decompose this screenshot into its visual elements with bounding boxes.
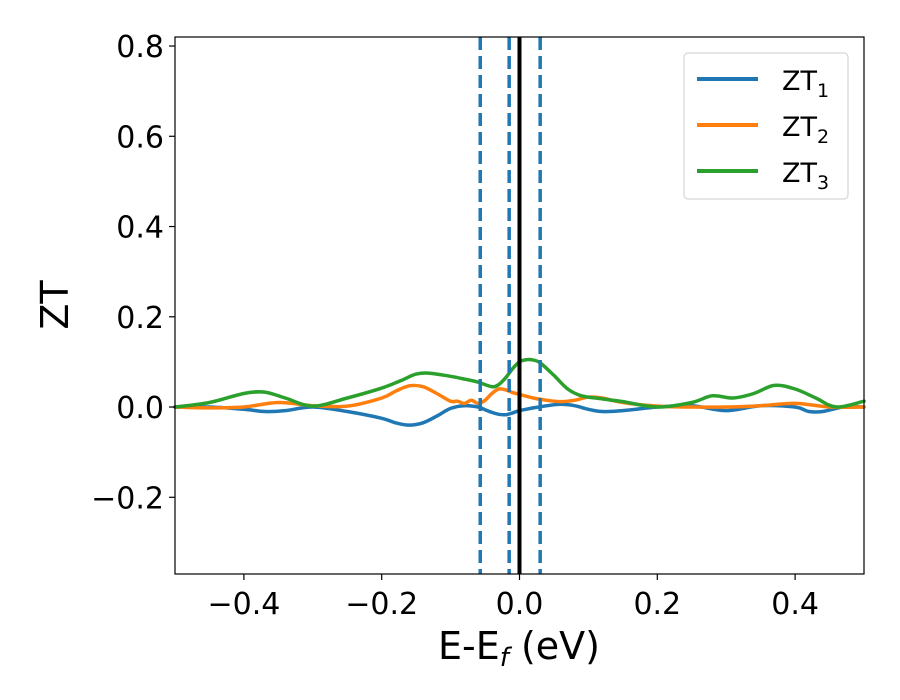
- x-axis-ticks: −0.4 −0.2 0.0 0.2 0.4: [207, 574, 819, 622]
- x-axis-title-unit: (eV): [509, 624, 600, 668]
- legend-label-zt1-main: ZT: [782, 66, 817, 97]
- y-axis-ticks: −0.2 0.0 0.2 0.4 0.6 0.8: [91, 30, 175, 516]
- legend-label-zt1: ZT1: [782, 66, 829, 102]
- series-line-zt1: [173, 402, 866, 427]
- legend-label-zt2-main: ZT: [782, 112, 817, 143]
- legend-box: [683, 52, 849, 200]
- x-tick-label: 0.2: [633, 587, 681, 622]
- x-axis-title-main: E-E: [438, 624, 500, 668]
- y-axis-title: ZT: [33, 280, 77, 330]
- legend-label-zt3: ZT3: [782, 158, 829, 194]
- y-tick-label: 0.8: [116, 30, 164, 65]
- legend-label-zt3-main: ZT: [782, 158, 817, 189]
- legend-label-zt1-sub: 1: [817, 80, 829, 102]
- y-tick-label: 0.0: [116, 391, 164, 426]
- legend-label-zt2-sub: 2: [817, 126, 829, 148]
- legend: ZT1 ZT2 ZT3: [683, 52, 849, 200]
- x-tick-label: −0.4: [207, 587, 280, 622]
- reference-lines: [478, 37, 542, 574]
- legend-label-zt3-sub: 3: [817, 172, 829, 194]
- y-tick-label: 0.2: [116, 301, 164, 336]
- y-tick-label: −0.2: [91, 481, 164, 516]
- x-tick-label: 0.0: [496, 587, 544, 622]
- x-tick-label: 0.4: [771, 587, 819, 622]
- y-tick-label: 0.6: [116, 120, 164, 155]
- legend-entry-zt1: ZT1: [697, 66, 829, 102]
- legend-label-zt2: ZT2: [782, 112, 829, 148]
- x-axis-title: E-Ef (eV): [438, 624, 600, 673]
- legend-entry-zt3: ZT3: [697, 158, 829, 194]
- x-tick-label: −0.2: [345, 587, 418, 622]
- y-tick-label: 0.4: [116, 211, 164, 246]
- legend-entry-zt2: ZT2: [697, 112, 829, 148]
